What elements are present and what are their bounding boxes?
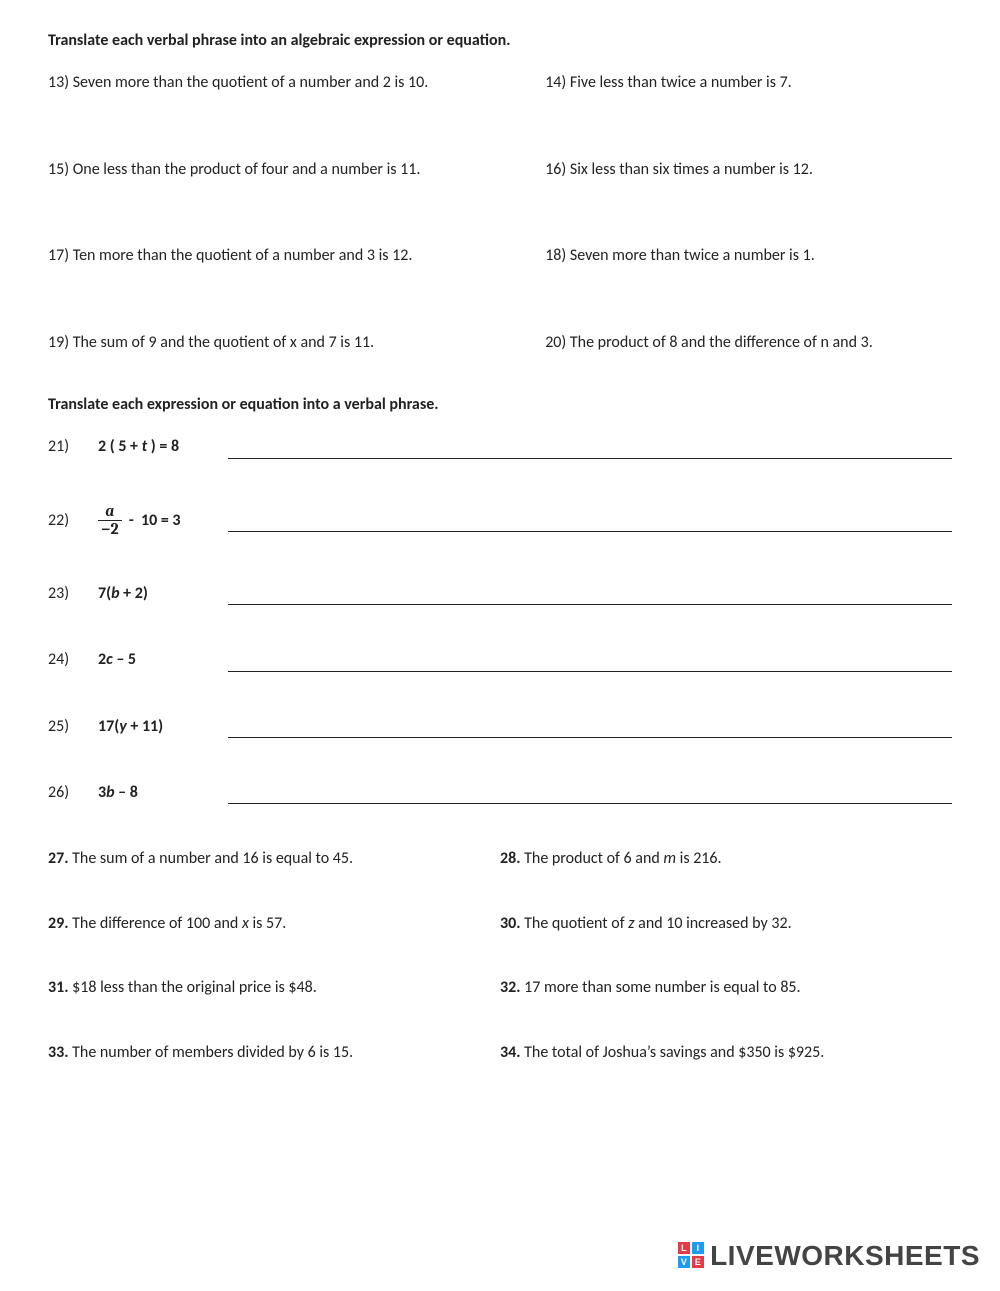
question-row: 31. $18 less than the original price is … bbox=[48, 977, 952, 999]
expression-row: 26)3b – 8 bbox=[48, 782, 952, 804]
answer-line[interactable] bbox=[228, 589, 952, 605]
worksheet: Translate each verbal phrase into an alg… bbox=[48, 30, 952, 1064]
watermark-logo: LIVE bbox=[678, 1242, 704, 1268]
question-right: 16) Six less than six times a number is … bbox=[545, 159, 952, 181]
question-right: 34. The total of Joshua’s savings and $3… bbox=[500, 1042, 952, 1064]
expression-number: 26) bbox=[48, 782, 98, 804]
question-row: 19) The sum of 9 and the quotient of x a… bbox=[48, 332, 952, 354]
question-row: 29. The difference of 100 and x is 57.30… bbox=[48, 913, 952, 935]
question-right: 32. 17 more than some number is equal to… bbox=[500, 977, 952, 999]
expression-row: 25)17(y + 11) bbox=[48, 716, 952, 738]
section3: 27. The sum of a number and 16 is equal … bbox=[48, 848, 952, 1064]
question-left: 27. The sum of a number and 16 is equal … bbox=[48, 848, 500, 870]
watermark-text: LIVEWORKSHEETS bbox=[710, 1236, 980, 1275]
question-row: 13) Seven more than the quotient of a nu… bbox=[48, 72, 952, 94]
expression-row: 23)7(b + 2) bbox=[48, 583, 952, 605]
expression: 17(y + 11) bbox=[98, 716, 228, 738]
question-row: 15) One less than the product of four an… bbox=[48, 159, 952, 181]
question-row: 27. The sum of a number and 16 is equal … bbox=[48, 848, 952, 870]
expression-number: 23) bbox=[48, 583, 98, 605]
answer-line[interactable] bbox=[228, 722, 952, 738]
logo-cell: E bbox=[692, 1256, 704, 1268]
question-left: 29. The difference of 100 and x is 57. bbox=[48, 913, 500, 935]
answer-line[interactable] bbox=[228, 516, 952, 532]
section2-items: 21)2 ( 5 + t ) = 8 22)a−2 - 10 = 3 23)7(b … bbox=[48, 436, 952, 804]
logo-cell: V bbox=[678, 1256, 690, 1268]
section1-header: Translate each verbal phrase into an alg… bbox=[48, 30, 952, 52]
question-left: 15) One less than the product of four an… bbox=[48, 159, 545, 181]
question-left: 31. $18 less than the original price is … bbox=[48, 977, 500, 999]
expression-number: 21) bbox=[48, 436, 98, 458]
expression-number: 22) bbox=[48, 510, 98, 532]
section2: Translate each expression or equation in… bbox=[48, 394, 952, 805]
logo-cell: L bbox=[678, 1242, 690, 1254]
question-right: 20) The product of 8 and the difference … bbox=[545, 332, 952, 354]
question-left: 33. The number of members divided by 6 i… bbox=[48, 1042, 500, 1064]
expression-row: 24)2c – 5 bbox=[48, 649, 952, 671]
question-right: 14) Five less than twice a number is 7. bbox=[545, 72, 952, 94]
question-right: 18) Seven more than twice a number is 1. bbox=[545, 245, 952, 267]
watermark: LIVE LIVEWORKSHEETS bbox=[678, 1236, 980, 1275]
expression: 2c – 5 bbox=[98, 649, 228, 671]
section2-header: Translate each expression or equation in… bbox=[48, 394, 952, 416]
expression: 2 ( 5 + t ) = 8 bbox=[98, 436, 228, 458]
question-left: 13) Seven more than the quotient of a nu… bbox=[48, 72, 545, 94]
question-left: 17) Ten more than the quotient of a numb… bbox=[48, 245, 545, 267]
question-row: 17) Ten more than the quotient of a numb… bbox=[48, 245, 952, 267]
answer-line[interactable] bbox=[228, 443, 952, 459]
expression-row: 22)a−2 - 10 = 3 bbox=[48, 503, 952, 539]
answer-line[interactable] bbox=[228, 788, 952, 804]
expression-number: 25) bbox=[48, 716, 98, 738]
expression: 3b – 8 bbox=[98, 782, 228, 804]
expression-row: 21)2 ( 5 + t ) = 8 bbox=[48, 436, 952, 458]
section1-rows: 13) Seven more than the quotient of a nu… bbox=[48, 72, 952, 354]
question-right: 30. The quotient of z and 10 increased b… bbox=[500, 913, 952, 935]
expression: 7(b + 2) bbox=[98, 583, 228, 605]
question-left: 19) The sum of 9 and the quotient of x a… bbox=[48, 332, 545, 354]
question-right: 28. The product of 6 and m is 216. bbox=[500, 848, 952, 870]
answer-line[interactable] bbox=[228, 656, 952, 672]
expression-number: 24) bbox=[48, 649, 98, 671]
expression: a−2 - 10 = 3 bbox=[98, 503, 228, 539]
logo-cell: I bbox=[692, 1242, 704, 1254]
question-row: 33. The number of members divided by 6 i… bbox=[48, 1042, 952, 1064]
